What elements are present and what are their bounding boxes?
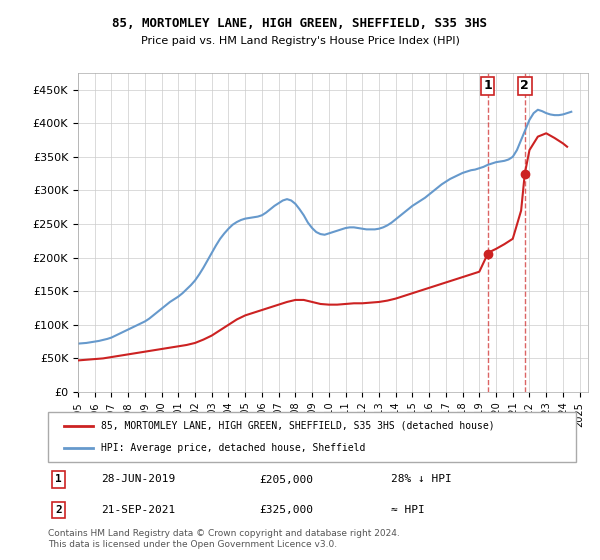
Text: 28-JUN-2019: 28-JUN-2019 (101, 474, 175, 484)
Text: 85, MORTOMLEY LANE, HIGH GREEN, SHEFFIELD, S35 3HS: 85, MORTOMLEY LANE, HIGH GREEN, SHEFFIEL… (113, 17, 487, 30)
Text: Contains HM Land Registry data © Crown copyright and database right 2024.
This d: Contains HM Land Registry data © Crown c… (48, 529, 400, 549)
Text: HPI: Average price, detached house, Sheffield: HPI: Average price, detached house, Shef… (101, 443, 365, 453)
Text: Price paid vs. HM Land Registry's House Price Index (HPI): Price paid vs. HM Land Registry's House … (140, 36, 460, 46)
Text: £205,000: £205,000 (259, 474, 313, 484)
Text: 21-SEP-2021: 21-SEP-2021 (101, 505, 175, 515)
Text: 1: 1 (55, 474, 62, 484)
Text: 2: 2 (55, 505, 62, 515)
Text: 85, MORTOMLEY LANE, HIGH GREEN, SHEFFIELD, S35 3HS (detached house): 85, MORTOMLEY LANE, HIGH GREEN, SHEFFIEL… (101, 421, 494, 431)
Text: 1: 1 (483, 79, 492, 92)
FancyBboxPatch shape (48, 412, 576, 462)
Text: £325,000: £325,000 (259, 505, 313, 515)
Text: ≈ HPI: ≈ HPI (391, 505, 425, 515)
Text: 28% ↓ HPI: 28% ↓ HPI (391, 474, 452, 484)
Text: 2: 2 (520, 79, 529, 92)
